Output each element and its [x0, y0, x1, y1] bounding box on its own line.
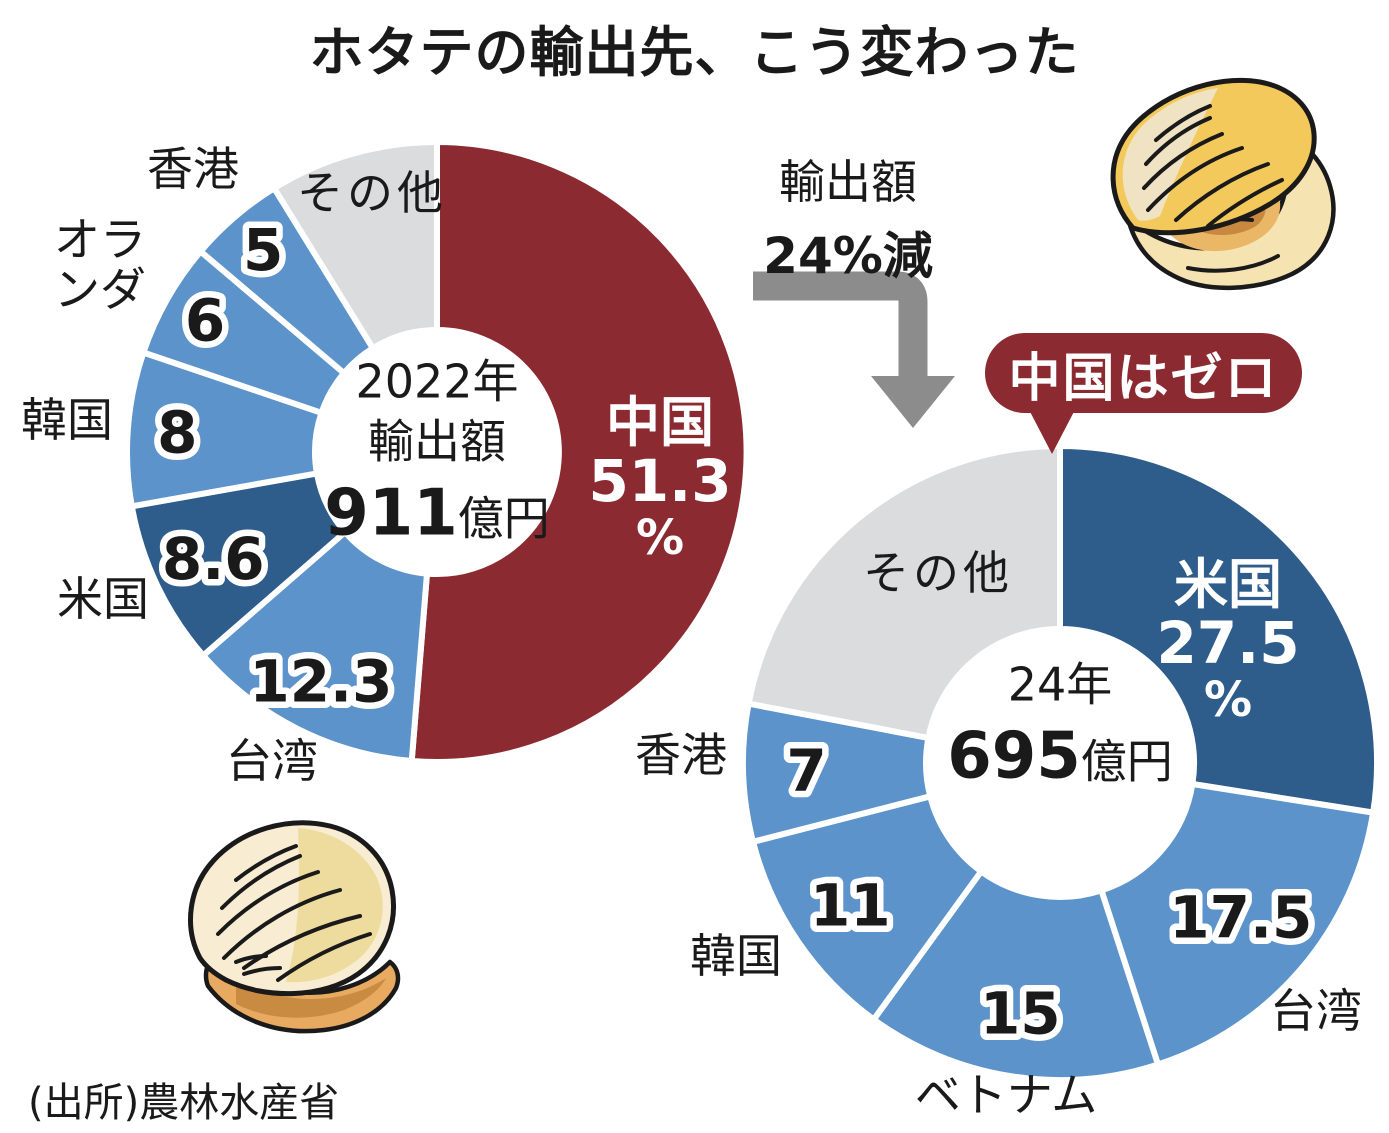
donut-1-segment-その他 [745, 443, 1063, 741]
donut-0-value-香港: 5 [243, 216, 283, 284]
scallop-open-icon [1110, 77, 1336, 291]
donut-0-segment-中国 [408, 139, 750, 765]
donut-0-value-韓国: 8 [157, 398, 197, 466]
china-zero-badge: 中国はゼロ [985, 333, 1302, 413]
transition-note-line1: 輸出額 [779, 155, 917, 209]
donut-1-segment-台湾 [1098, 781, 1377, 1068]
transition-note-line2: 24%減 [763, 227, 933, 285]
transition-note: 輸出額 24%減 [748, 146, 948, 288]
donut-0-segment-その他 [271, 139, 440, 352]
donut-0-value-米国: 8.6 [162, 525, 265, 593]
arrow-head-icon [871, 376, 955, 428]
donut-1-value-台湾: 17.5 [1169, 883, 1312, 951]
donut-0-value-オランダ: 6 [185, 287, 225, 355]
donut-1-segment-米国 [1057, 443, 1380, 816]
donut-1-value-香港: 7 [786, 737, 826, 805]
page-title: ホタテの輸出先、こう変わった [309, 21, 1080, 84]
scallop-closed-icon [188, 820, 401, 1034]
donut-0-segment-台湾 [200, 529, 430, 764]
transition-arrow [753, 271, 955, 428]
donut-1-segment-韓国 [750, 793, 985, 1023]
donut-1-value-ベトナム: 15 [980, 980, 1061, 1048]
source-note: (出所)農林水産省 [28, 1080, 340, 1126]
donut-0-value-台湾: 12.3 [249, 648, 392, 716]
donut-1-value-韓国: 11 [810, 872, 891, 940]
